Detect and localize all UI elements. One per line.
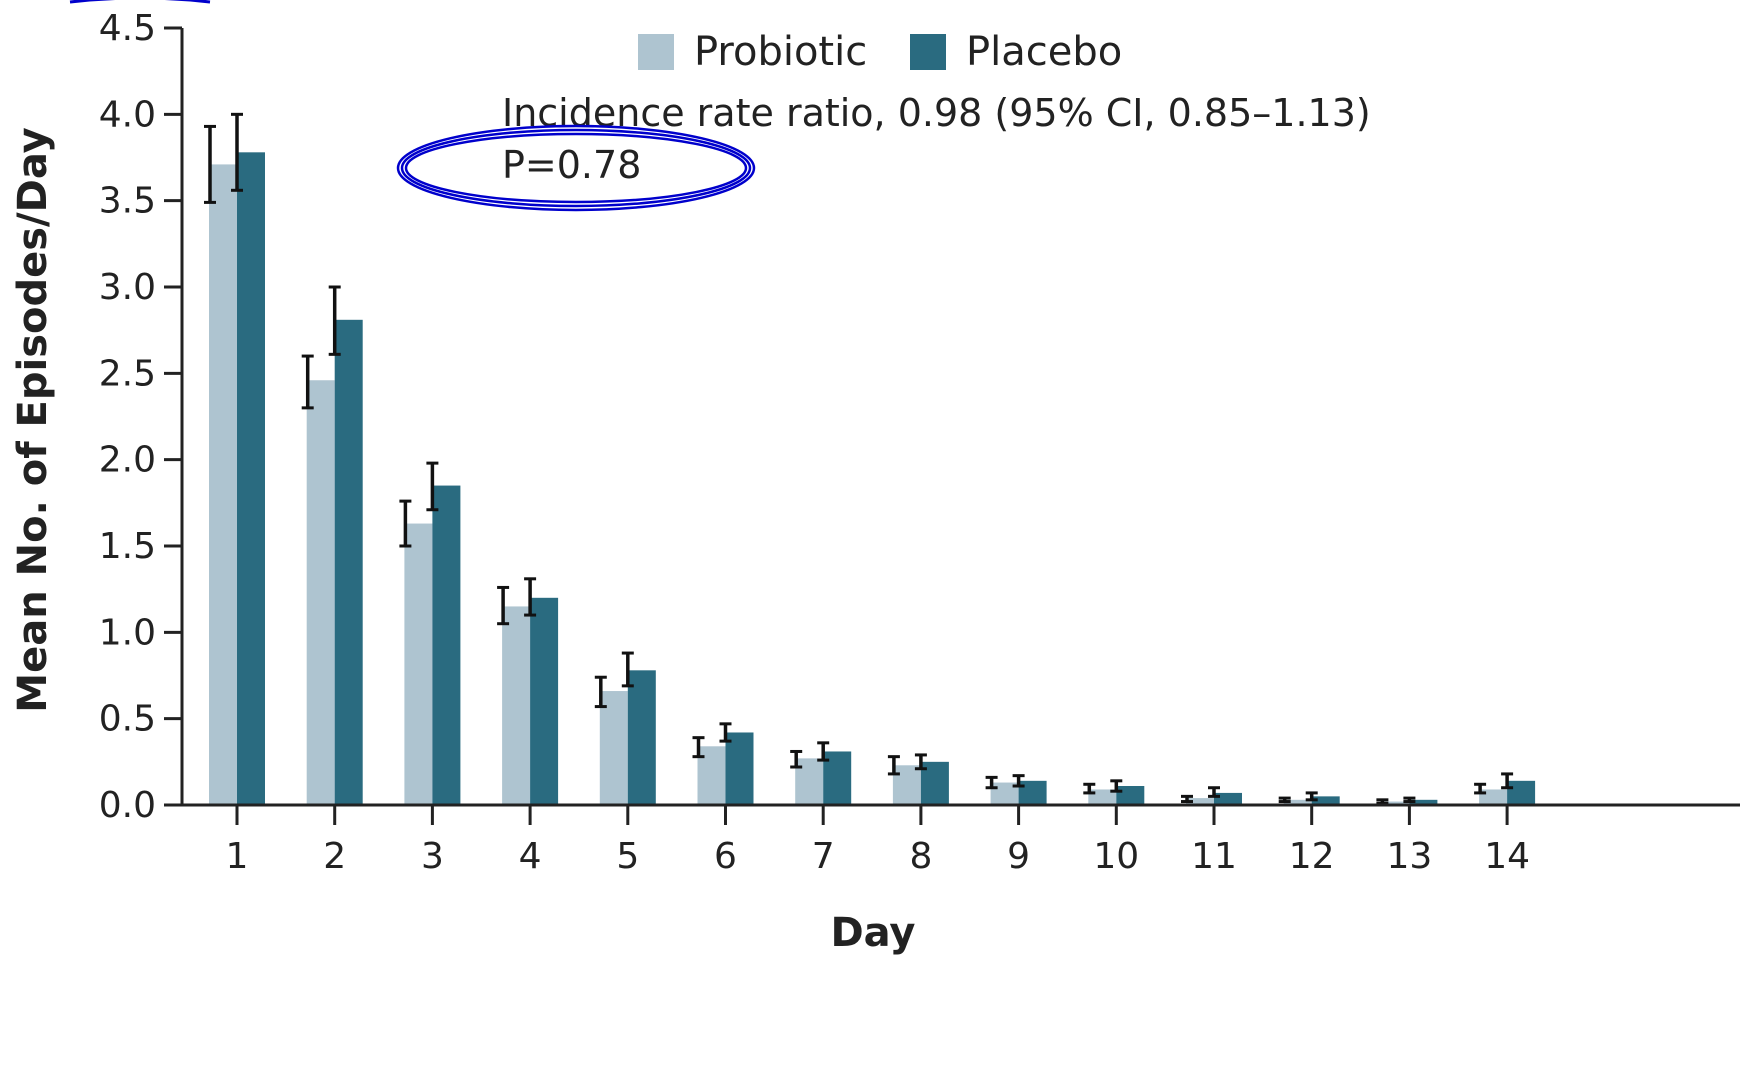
error-bar-probiotic-day-10: [1083, 782, 1096, 795]
x-ticks: 1 2 3 4 5 6 7 8 9 10 11 12 13 14: [226, 805, 1530, 877]
error-bar-placebo-day-7: [817, 741, 830, 762]
bar-placebo-day-2: [334, 319, 363, 805]
y-ticks: 0.0 0.5 1.0 1.5 2.0 2.5 3.0 3.5 4.0 4.5: [99, 8, 182, 826]
bar-probiotic-day-4: [502, 606, 531, 805]
bars-layer: [209, 152, 1536, 805]
y-tick-label: 0.0: [99, 785, 156, 826]
x-axis-title: Day: [830, 910, 915, 956]
error-bar-placebo-day-10: [1110, 779, 1123, 793]
y-tick-label: 3.5: [99, 181, 156, 222]
error-bar-probiotic-day-5: [594, 675, 607, 709]
legend-swatch-placebo: [910, 34, 946, 70]
p-value-circle-ring-1: [396, 124, 756, 212]
p-value-circle-highlight: [396, 124, 756, 212]
x-tick-label: 2: [323, 836, 346, 877]
bar-probiotic-day-3: [404, 523, 433, 805]
y-tick-label: 4.5: [99, 8, 156, 49]
top-left-circle-fragment: [69, 0, 211, 4]
x-tick-label: 3: [421, 836, 444, 877]
y-tick-label: 0.5: [99, 699, 156, 740]
error-bar-placebo-day-6: [719, 722, 732, 743]
error-bar-probiotic-day-3: [399, 499, 412, 548]
x-tick-label: 11: [1191, 836, 1237, 877]
x-tick-label: 12: [1289, 836, 1335, 877]
x-tick-label: 13: [1386, 836, 1432, 877]
x-tick-label: 10: [1093, 836, 1139, 877]
error-bar-probiotic-day-2: [301, 354, 314, 410]
bar-probiotic-day-13: [1381, 801, 1410, 805]
bar-placebo-day-5: [627, 670, 656, 805]
error-bar-probiotic-day-14: [1474, 782, 1487, 795]
x-tick-label: 9: [1007, 836, 1030, 877]
incidence-rate-ratio-annotation: Incidence rate ratio, 0.98 (95% CI, 0.85…: [502, 91, 1371, 135]
bar-placebo-day-3: [432, 485, 461, 805]
legend: Probiotic Placebo: [638, 29, 1122, 75]
x-tick-label: 7: [812, 836, 835, 877]
y-tick-label: 2.0: [99, 440, 156, 481]
bar-placebo-day-1: [237, 152, 265, 805]
bar-placebo-day-12: [1311, 796, 1340, 805]
bar-probiotic-day-2: [306, 380, 335, 805]
error-bar-placebo-day-12: [1305, 791, 1318, 802]
error-bar-probiotic-day-8: [887, 755, 900, 776]
legend-swatch-probiotic: [638, 34, 674, 70]
y-tick-label: 2.5: [99, 353, 156, 394]
y-tick-label: 1.0: [99, 612, 156, 653]
p-value-annotation: P=0.78: [502, 143, 641, 187]
error-bar-placebo-day-11: [1208, 786, 1220, 798]
error-bar-placebo-day-5: [621, 651, 634, 688]
bar-placebo-day-9: [1018, 780, 1047, 805]
error-bar-probiotic-day-11: [1181, 794, 1193, 804]
error-bar-probiotic-day-9: [985, 775, 998, 790]
p-value-circle-ring-3: [404, 132, 748, 204]
p-value-circle-ring-2: [400, 128, 752, 208]
bar-probiotic-day-5: [599, 691, 628, 805]
bar-placebo-day-14: [1507, 780, 1536, 805]
error-bar-placebo-day-8: [914, 753, 927, 771]
error-bar-placebo-day-1: [231, 112, 243, 192]
bar-placebo-day-11: [1214, 792, 1242, 805]
x-tick-label: 1: [226, 836, 249, 877]
error-bar-probiotic-day-12: [1278, 796, 1291, 804]
bar-probiotic-day-1: [209, 164, 237, 805]
x-tick-label: 4: [519, 836, 542, 877]
y-tick-label: 3.0: [99, 267, 156, 308]
error-bar-probiotic-day-7: [790, 749, 803, 769]
bar-probiotic-day-12: [1283, 799, 1312, 805]
error-bar-probiotic-day-1: [204, 124, 216, 204]
error-bar-probiotic-day-6: [692, 736, 705, 759]
legend-label-placebo: Placebo: [966, 29, 1122, 75]
error-bar-placebo-day-3: [426, 461, 439, 512]
error-bars-layer: [204, 112, 1514, 805]
legend-label-probiotic: Probiotic: [694, 29, 867, 75]
bar-placebo-day-10: [1116, 786, 1145, 805]
bar-placebo-day-13: [1409, 799, 1438, 805]
bar-probiotic-day-8: [892, 765, 921, 805]
bar-probiotic-day-11: [1186, 798, 1214, 805]
bar-probiotic-day-7: [795, 758, 824, 805]
bar-placebo-day-4: [530, 597, 559, 805]
x-tick-label: 14: [1484, 836, 1530, 877]
error-bar-probiotic-day-4: [497, 585, 510, 626]
y-axis-title: Mean No. of Episodes/Day: [10, 127, 56, 712]
y-tick-label: 4.0: [99, 94, 156, 135]
axes-layer: [180, 28, 1740, 807]
error-bar-placebo-day-4: [524, 577, 537, 617]
x-tick-label: 8: [909, 836, 932, 877]
error-bar-placebo-day-14: [1501, 772, 1514, 790]
x-tick-label: 6: [714, 836, 737, 877]
y-tick-label: 1.5: [99, 526, 156, 567]
error-bar-placebo-day-2: [328, 285, 341, 356]
bar-placebo-day-6: [725, 732, 754, 805]
error-bar-probiotic-day-13: [1376, 798, 1389, 805]
bar-probiotic-day-6: [697, 746, 726, 805]
error-bar-placebo-day-13: [1403, 796, 1416, 804]
x-tick-label: 5: [616, 836, 639, 877]
error-bar-placebo-day-9: [1012, 774, 1025, 788]
